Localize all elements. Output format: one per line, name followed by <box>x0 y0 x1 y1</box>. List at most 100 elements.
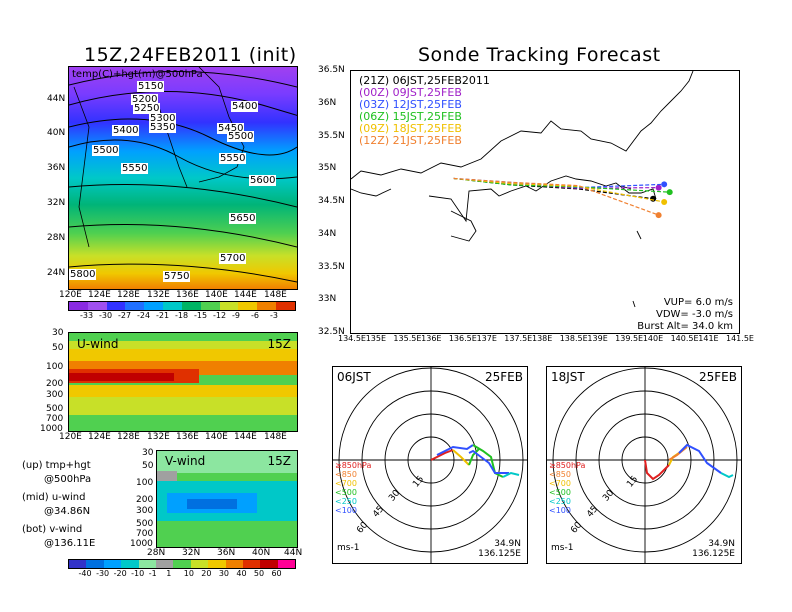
launch-legend: (21Z) 06JST,25FEB2011 <box>359 74 490 87</box>
vwind-p-tick: 100 <box>136 478 154 488</box>
track-lat-tick: 35.5N <box>318 130 345 141</box>
colorbar-label: -6 <box>251 311 259 320</box>
landing-point <box>661 199 668 205</box>
colorbar-swatch <box>125 302 145 310</box>
colorbar-label: 10 <box>183 569 194 578</box>
contour-label: 5500 <box>92 145 120 156</box>
right-title: Sonde Tracking Forecast <box>418 44 661 66</box>
colorbar-swatch <box>87 302 107 310</box>
colorbar-label: 40 <box>236 569 247 578</box>
vwind-label: V-wind <box>165 454 206 468</box>
vwind-section: V-wind 15Z <box>156 450 298 548</box>
colorbar-label: -30 <box>99 311 113 320</box>
uwind-p-tick: 300 <box>46 390 64 400</box>
uwind-p-tick: 50 <box>52 343 64 353</box>
colorbar-swatch <box>69 302 88 310</box>
uwind-label: U-wind <box>77 337 119 351</box>
hodo1-loc-lat: 34.9N <box>494 539 521 549</box>
colorbar-label: 30 <box>218 569 230 578</box>
colorbar-swatch <box>277 560 296 568</box>
colorbar-swatch <box>103 560 122 568</box>
uwind-lon-tick: 148E <box>264 432 287 442</box>
vwind-time: 15Z <box>267 454 292 468</box>
vwind-p-tick: 200 <box>136 495 154 505</box>
trajectory-line <box>453 177 659 216</box>
map-lat-tick: 36N <box>47 163 66 173</box>
contour-label: 5700 <box>219 253 247 264</box>
uwind-time: 15Z <box>267 337 292 351</box>
colorbar-swatch <box>106 302 126 310</box>
uwind-lon-tick: 136E <box>176 432 199 442</box>
uwind-section-svg <box>69 333 297 431</box>
colorbar-label: -33 <box>80 311 94 320</box>
contour-label: 5750 <box>163 271 191 282</box>
contour-label: 5800 <box>69 269 97 280</box>
hodo2-loc-lon: 136.125E <box>692 549 735 559</box>
legend-line: @500hPa <box>44 474 92 485</box>
colorbar-label: -3 <box>270 311 278 320</box>
hodo1-legend: ≥850hPa <850 <700 <500 <250 <100 <box>335 461 371 515</box>
uwind-lon-tick: 128E <box>117 432 140 442</box>
colorbar-label: -40 <box>78 569 92 578</box>
vwind-p-tick: 50 <box>142 461 154 471</box>
hodograph-18jst: 18JST 25FEB 15 30 45 60 ms-1 34.9N 136.1… <box>546 366 742 564</box>
legend-line: (up) tmp+hgt <box>22 460 91 471</box>
colorbar-swatch <box>257 302 277 310</box>
uwind-p-tick: 700 <box>46 414 64 424</box>
map-lon-tick: 132E <box>147 290 170 300</box>
colorbar-label: -1 <box>148 569 157 578</box>
uwind-p-tick: 30 <box>52 328 64 338</box>
landing-point <box>655 212 662 219</box>
track-map: (21Z) 06JST,25FEB2011 (00Z) 09JST,25FEB … <box>350 70 740 334</box>
hodo-legend-item: ≥850hPa <box>549 461 586 470</box>
param-vdw: VDW= -3.0 m/s <box>656 309 733 320</box>
legend-line: (bot) v-wind <box>22 524 83 535</box>
map-lat-tick: 24N <box>47 268 66 278</box>
track-lat-tick: 34.5N <box>318 196 345 206</box>
colorbar-swatch <box>138 560 156 568</box>
contour-label: 5600 <box>249 175 277 186</box>
colorbar-swatch <box>173 560 191 568</box>
hodo1-loc-lon: 136.125E <box>478 549 521 559</box>
colorbar-label: 60 <box>271 569 282 578</box>
hodo-legend-item: <700 <box>335 479 357 488</box>
track-lon-tick: 139E <box>587 334 608 343</box>
contour-label: 5400 <box>231 101 259 112</box>
param-burst: Burst Alt= 34.0 km <box>637 321 733 332</box>
map-lat-tick: 44N <box>47 94 66 104</box>
hodo2-loc-lat: 34.9N <box>708 539 735 549</box>
landing-point <box>655 184 662 191</box>
hodo-legend-item: <100 <box>549 506 571 515</box>
uwind-p-tick: 200 <box>46 379 64 389</box>
map-lon-tick: 144E <box>234 290 257 300</box>
landing-point <box>666 189 673 196</box>
map-lon-tick: 128E <box>117 290 140 300</box>
colorbar-label: -15 <box>194 311 208 320</box>
colorbar-label: 50 <box>253 569 265 578</box>
colorbar-label: -10 <box>131 569 145 578</box>
colorbar-label: 1 <box>166 569 172 578</box>
launch-legend: (12Z) 21JST,25FEB <box>359 134 462 147</box>
colorbar-label: -27 <box>118 311 132 320</box>
uwind-p-tick: 100 <box>46 362 64 372</box>
colorbar-swatch <box>219 302 239 310</box>
track-lat-tick: 35N <box>318 163 337 174</box>
map-lat-tick: 32N <box>47 198 66 208</box>
track-lon-tick: 135.5E <box>393 334 422 343</box>
hodo-legend-item: <700 <box>549 479 571 488</box>
colorbar-label: -30 <box>96 569 110 578</box>
vwind-lat-tick: 44N <box>284 548 303 558</box>
track-lon-tick: 141E <box>698 334 719 343</box>
vwind-section-svg <box>157 451 297 547</box>
uwind-section: U-wind 15Z <box>68 332 298 432</box>
hodo2-legend: ≥850hPa <850 <700 <500 <250 <100 <box>549 461 585 515</box>
uwind-lon-tick: 120E <box>59 432 82 442</box>
hodo1-time: 06JST <box>337 370 371 384</box>
contour-label: 5300 <box>149 113 177 124</box>
uwind-p-tick: 500 <box>46 404 64 414</box>
colorbar-label: 20 <box>201 569 212 578</box>
colorbar-swatch <box>155 560 174 568</box>
legend-line: @34.86N <box>44 506 91 517</box>
hodo1-date: 25FEB <box>485 370 523 384</box>
left-title: 15Z,24FEB2011 (init) <box>84 44 297 66</box>
